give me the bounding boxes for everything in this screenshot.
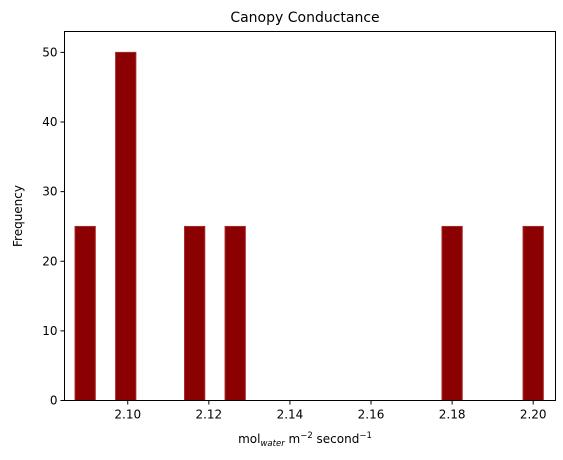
y-axis-label: Frequency <box>11 185 25 247</box>
y-tick-label-2: 10 <box>42 324 57 338</box>
x-tick-label-6: 2.20 <box>520 408 547 422</box>
x-axis-label: molwater m−2 second−1 <box>238 431 372 449</box>
x-tick-label-5: 2.18 <box>439 408 466 422</box>
x-tick-label-4: 2.16 <box>358 408 385 422</box>
x-axis-ticks: 2.10 2.12 2.14 2.16 2.18 2.20 <box>114 400 547 422</box>
histogram-bar-6 <box>522 225 544 401</box>
x-axis-label-superscript-1: −2 <box>300 431 313 441</box>
histogram-bar-2 <box>115 51 137 401</box>
y-tick-label-6: 50 <box>42 45 57 59</box>
plot-frame <box>64 31 556 401</box>
y-tick-label-3: 20 <box>42 254 57 268</box>
y-axis-ticks: 0 10 20 30 40 50 <box>42 45 65 408</box>
bars-group <box>74 51 544 401</box>
x-axis-label-middle: m <box>285 432 301 446</box>
y-tick-label-5: 40 <box>42 115 57 129</box>
histogram-bar-5 <box>441 225 463 401</box>
chart-title: Canopy Conductance <box>230 10 379 26</box>
x-axis-label-subscript: water <box>260 439 285 449</box>
x-tick-label-2: 2.12 <box>195 408 222 422</box>
x-tick-label-1: 2.10 <box>114 408 141 422</box>
x-axis-label-base: mol <box>238 432 260 446</box>
x-axis-label-superscript-2: −1 <box>359 431 372 441</box>
y-tick-label-4: 30 <box>42 185 57 199</box>
histogram-bar-1 <box>74 225 96 401</box>
histogram-bar-3 <box>184 225 206 401</box>
histogram-bar-4 <box>224 225 246 401</box>
x-axis-label-after: second <box>313 432 360 446</box>
x-tick-label-3: 2.14 <box>277 408 304 422</box>
y-tick-label-1: 0 <box>50 394 58 408</box>
